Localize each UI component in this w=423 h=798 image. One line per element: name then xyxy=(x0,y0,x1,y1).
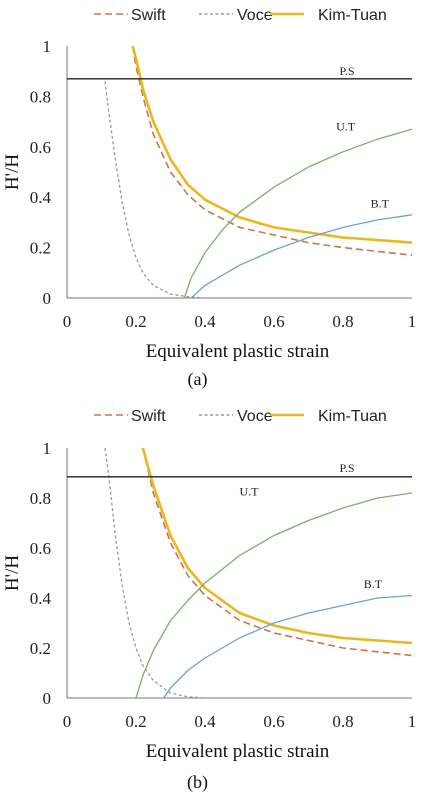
series-line-voce xyxy=(104,447,206,698)
x-tick-label: 1 xyxy=(408,712,417,731)
panel-caption: (a) xyxy=(188,369,208,390)
y-axis-label: H'/H xyxy=(2,154,23,190)
x-tick-label: 0 xyxy=(63,712,72,731)
legend-label: Voce xyxy=(237,408,273,425)
x-tick-label: 1 xyxy=(408,312,417,331)
legend: Swift Voce Kim-Tuan xyxy=(94,7,387,24)
plot-area xyxy=(67,447,412,698)
legend-label: Kim-Tuan xyxy=(318,7,387,24)
y-tick-label: 0.2 xyxy=(30,239,51,258)
series-line-swift xyxy=(142,447,412,657)
y-tick-label: 0 xyxy=(43,689,52,708)
x-tick-label: 0.4 xyxy=(194,312,216,331)
annotation-label: P.S xyxy=(340,461,355,475)
y-tick-label: 0.8 xyxy=(30,489,51,508)
legend-label: Swift xyxy=(131,7,166,24)
x-tick-label: 0.2 xyxy=(125,712,146,731)
y-tick-label: 0.4 xyxy=(30,188,52,207)
annotation-label: U.T xyxy=(336,119,356,133)
y-tick-label: 1 xyxy=(43,37,52,56)
annotation-label: B.T xyxy=(364,577,383,591)
annotation-label: P.S xyxy=(340,64,355,78)
y-tick-label: 1 xyxy=(43,439,52,458)
series-line-swift xyxy=(131,45,412,256)
x-tick-label: 0.6 xyxy=(263,712,284,731)
y-axis-label: H'/H xyxy=(2,555,23,591)
plot-area xyxy=(67,45,412,298)
annotation-label: U.T xyxy=(240,485,260,499)
series-line-b-t xyxy=(190,214,412,298)
x-axis-label: Equivalent plastic strain xyxy=(146,341,330,362)
annotation-label: B.T xyxy=(371,196,390,210)
series-line-u-t xyxy=(135,492,412,698)
x-tick-label: 0.6 xyxy=(263,312,284,331)
y-tick-label: 0.2 xyxy=(30,639,51,658)
y-tick-label: 0 xyxy=(43,289,52,308)
y-tick-label: 0.8 xyxy=(30,87,51,106)
legend-label: Swift xyxy=(131,408,166,425)
y-tick-label: 0.6 xyxy=(30,539,51,558)
x-tick-label: 0 xyxy=(63,312,72,331)
series-line-voce xyxy=(104,81,206,298)
x-tick-label: 0.4 xyxy=(194,712,216,731)
series-line-u-t xyxy=(183,128,412,298)
legend: Swift Voce Kim-Tuan xyxy=(94,408,387,425)
series-line-kim-tuan xyxy=(131,45,412,244)
x-tick-label: 0.8 xyxy=(332,712,353,731)
panel-caption: (b) xyxy=(187,772,208,793)
chart-panel-b: 0 0.2 0.4 0.6 0.8 1 0 0.2 0.4 0.6 0.8 1 Equivalent p… xyxy=(2,408,416,793)
legend-label: Kim-Tuan xyxy=(318,408,387,425)
x-tick-label: 0.8 xyxy=(332,312,353,331)
series-line-kim-tuan xyxy=(141,447,412,645)
chart-panel-a: 0 0.2 0.4 0.6 0.8 1 0 0.2 0.4 0.6 0.8 1 Equivalent p… xyxy=(2,7,416,390)
x-axis-label: Equivalent plastic strain xyxy=(146,741,330,762)
y-tick-label: 0.4 xyxy=(30,589,52,608)
y-tick-label: 0.6 xyxy=(30,138,51,157)
legend-label: Voce xyxy=(237,7,273,24)
series-line-b-t xyxy=(163,594,412,698)
x-tick-label: 0.2 xyxy=(125,312,146,331)
